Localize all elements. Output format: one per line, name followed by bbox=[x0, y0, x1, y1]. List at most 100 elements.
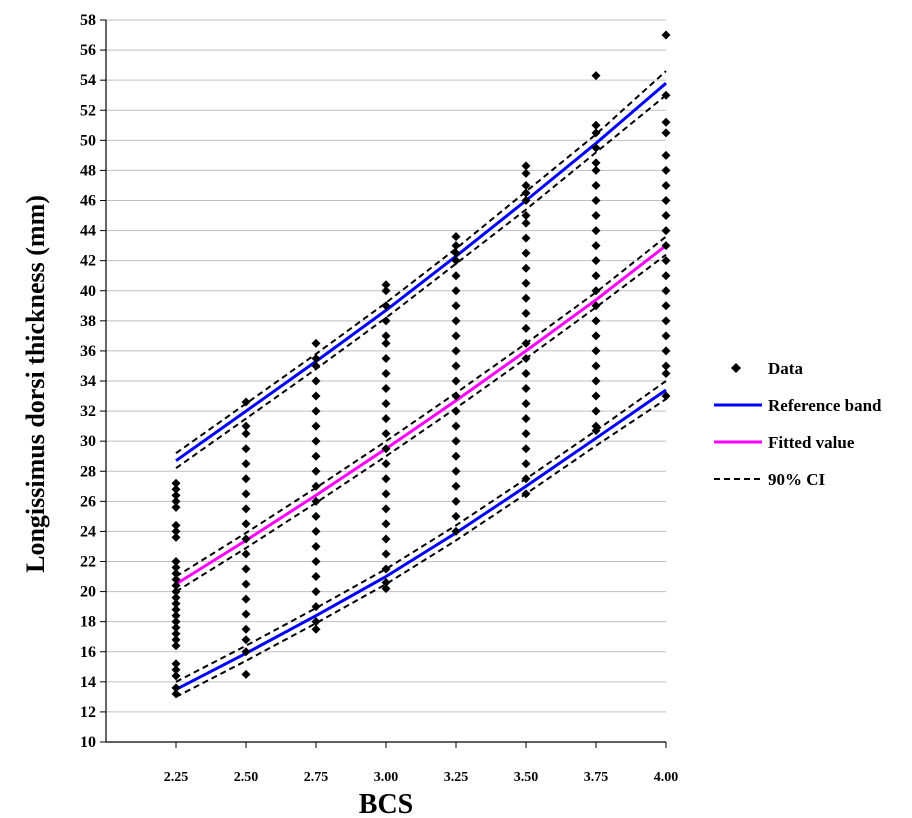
data-point bbox=[382, 354, 391, 363]
y-tick-label: 40 bbox=[80, 283, 96, 300]
y-tick-label: 30 bbox=[80, 433, 96, 450]
data-point bbox=[242, 635, 251, 644]
data-point bbox=[452, 482, 461, 491]
y-tick-label: 26 bbox=[80, 493, 96, 510]
data-point bbox=[382, 489, 391, 498]
data-point bbox=[592, 241, 601, 250]
data-point bbox=[662, 181, 671, 190]
x-tick-label: 3.25 bbox=[444, 770, 469, 785]
data-point bbox=[592, 392, 601, 401]
data-point bbox=[172, 683, 181, 692]
data-point bbox=[312, 512, 321, 521]
data-point bbox=[522, 234, 531, 243]
data-point bbox=[242, 474, 251, 483]
data-point bbox=[172, 557, 181, 566]
y-tick-label: 38 bbox=[80, 313, 96, 330]
data-point bbox=[382, 474, 391, 483]
data-point bbox=[312, 392, 321, 401]
data-point bbox=[242, 580, 251, 589]
data-point bbox=[662, 286, 671, 295]
data-point bbox=[662, 361, 671, 370]
data-point bbox=[522, 429, 531, 438]
data-point bbox=[312, 587, 321, 596]
data-point bbox=[522, 444, 531, 453]
data-point bbox=[312, 437, 321, 446]
grid-lines bbox=[106, 20, 666, 712]
data-point bbox=[242, 549, 251, 558]
data-point bbox=[662, 316, 671, 325]
data-point bbox=[522, 309, 531, 318]
data-point bbox=[522, 279, 531, 288]
x-tick-label: 3.50 bbox=[514, 770, 539, 785]
data-point bbox=[242, 504, 251, 513]
data-point bbox=[312, 377, 321, 386]
data-point bbox=[382, 399, 391, 408]
y-tick-label: 56 bbox=[80, 42, 96, 59]
data-point bbox=[592, 158, 601, 167]
data-point bbox=[382, 504, 391, 513]
data-point bbox=[312, 354, 321, 363]
data-point bbox=[312, 467, 321, 476]
data-point bbox=[242, 422, 251, 431]
data-point bbox=[592, 331, 601, 340]
y-tick-label: 34 bbox=[80, 373, 96, 390]
x-tick-label: 2.75 bbox=[304, 770, 329, 785]
data-point bbox=[592, 361, 601, 370]
series-line-reference-band bbox=[176, 83, 666, 461]
data-point bbox=[452, 467, 461, 476]
data-point bbox=[592, 316, 601, 325]
data-point bbox=[592, 226, 601, 235]
legend-label-fitted-value: Fitted value bbox=[768, 433, 855, 452]
data-point bbox=[662, 331, 671, 340]
data-point bbox=[312, 422, 321, 431]
data-point bbox=[592, 346, 601, 355]
data-point bbox=[592, 377, 601, 386]
data-point bbox=[522, 294, 531, 303]
x-axis-title: BCS bbox=[359, 789, 413, 818]
y-tick-label: 52 bbox=[80, 102, 96, 119]
data-point bbox=[382, 459, 391, 468]
y-tick-label: 44 bbox=[80, 223, 96, 240]
data-point bbox=[452, 512, 461, 521]
data-point bbox=[662, 118, 671, 127]
data-point bbox=[382, 519, 391, 528]
data-point bbox=[312, 542, 321, 551]
legend-label-90-ci: 90% CI bbox=[768, 470, 826, 489]
legend-label-data: Data bbox=[768, 359, 803, 378]
data-point bbox=[592, 121, 601, 130]
data-point bbox=[452, 422, 461, 431]
data-point bbox=[592, 271, 601, 280]
data-point bbox=[312, 452, 321, 461]
y-tick-label: 48 bbox=[80, 162, 96, 179]
legend-label-reference-band: Reference band bbox=[768, 396, 882, 415]
data-point bbox=[382, 414, 391, 423]
data-point bbox=[522, 324, 531, 333]
y-tick-label: 22 bbox=[80, 554, 96, 571]
data-point bbox=[312, 527, 321, 536]
x-tick-label: 2.50 bbox=[234, 770, 259, 785]
data-point bbox=[452, 286, 461, 295]
data-point bbox=[172, 521, 181, 530]
data-point bbox=[242, 489, 251, 498]
y-tick-label: 58 bbox=[80, 12, 96, 29]
y-tick-label: 46 bbox=[80, 193, 96, 210]
y-tick-label: 28 bbox=[80, 463, 96, 480]
y-tick-label: 10 bbox=[80, 734, 96, 751]
data-point bbox=[522, 264, 531, 273]
data-point bbox=[382, 280, 391, 289]
data-point bbox=[592, 71, 601, 80]
data-point bbox=[522, 161, 531, 170]
data-point bbox=[592, 256, 601, 265]
y-tick-label: 18 bbox=[80, 614, 96, 631]
y-tick-label: 32 bbox=[80, 403, 96, 420]
x-tick-label: 3.75 bbox=[584, 770, 609, 785]
data-point bbox=[382, 331, 391, 340]
y-tick-label: 12 bbox=[80, 704, 96, 721]
y-tick-label: 14 bbox=[80, 674, 96, 691]
x-tick-label: 3.00 bbox=[374, 770, 399, 785]
data-point bbox=[452, 271, 461, 280]
y-tick-label: 24 bbox=[80, 523, 96, 540]
data-point bbox=[242, 565, 251, 574]
y-tick-label: 42 bbox=[80, 253, 96, 270]
